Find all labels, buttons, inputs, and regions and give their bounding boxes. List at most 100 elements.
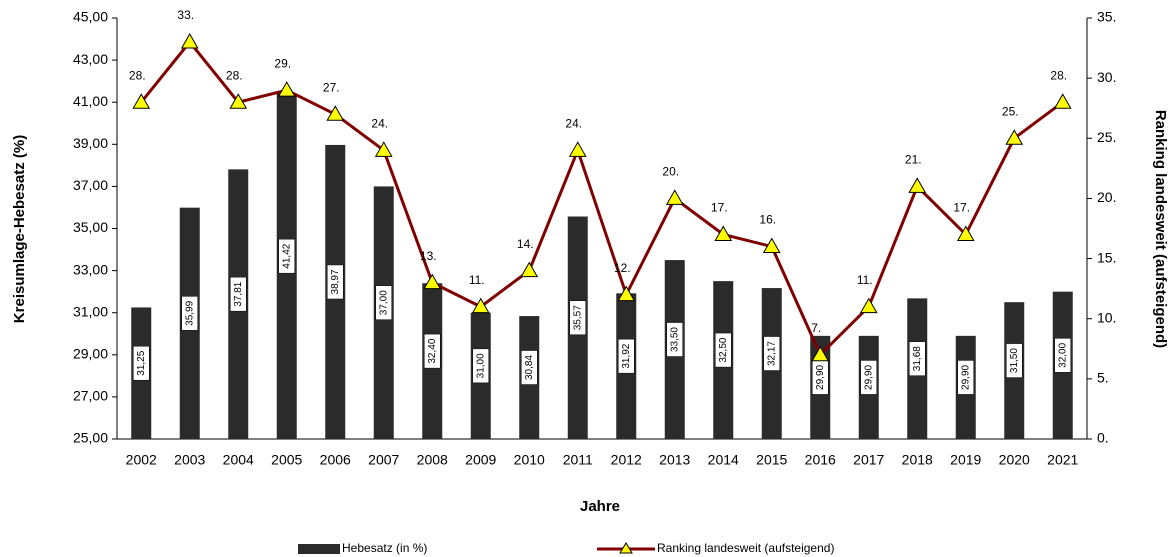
value-label: 31,92 [621, 343, 632, 368]
value-label: 33,50 [669, 327, 680, 352]
value-label: 12. [614, 261, 631, 275]
x-tick-label: 2016 [805, 452, 836, 468]
marker [762, 237, 781, 254]
y-tick-label: 39,00 [73, 135, 108, 151]
value-label: 24. [371, 116, 388, 130]
value-label: 32,00 [1057, 342, 1068, 367]
y-tick-label: 33,00 [73, 261, 108, 277]
value-label-box [230, 276, 247, 312]
value-label: 17. [711, 201, 728, 215]
value-label-box [957, 360, 974, 395]
x-tick-label: 2011 [563, 452, 593, 468]
value-label: 11. [857, 273, 873, 287]
value-label: 17. [953, 201, 970, 215]
value-label-box [521, 350, 538, 385]
value-label: 30,84 [524, 355, 535, 380]
marker [277, 81, 296, 97]
value-label: 31,68 [912, 346, 923, 371]
marker [568, 141, 587, 157]
value-label: 7. [811, 321, 821, 335]
value-label: 32,17 [766, 341, 777, 366]
value-label: 35,57 [572, 305, 583, 330]
y-tick-label: 41,00 [73, 93, 108, 109]
x-tick-label: 2020 [999, 452, 1030, 468]
marker [1005, 129, 1024, 145]
value-label: 24. [565, 116, 582, 130]
y-tick-label: 31,00 [73, 303, 108, 319]
value-label: 38,97 [330, 269, 341, 294]
marker [374, 141, 393, 157]
value-label: 29,90 [815, 364, 826, 389]
legend-swatch [298, 544, 340, 554]
marker [326, 105, 345, 121]
y2-tick-label: 0. [1097, 430, 1109, 446]
y-tick-label: 25,00 [73, 430, 108, 446]
value-label: 37,00 [378, 290, 389, 315]
marker [423, 273, 442, 290]
value-label: 32,40 [427, 338, 438, 363]
value-label: 31,25 [136, 350, 147, 375]
y2-tick-label: 15. [1097, 249, 1116, 265]
value-label-box [666, 322, 683, 357]
x-tick-label: 2009 [465, 452, 496, 468]
value-label-box [569, 300, 586, 336]
value-label-box [327, 264, 344, 300]
marker [859, 297, 878, 314]
value-label-box [424, 333, 441, 369]
y-tick-label: 27,00 [73, 388, 108, 404]
x-tick-label: 2012 [611, 452, 642, 468]
x-tick-label: 2017 [853, 452, 884, 468]
y2-tick-label: 35. [1097, 9, 1116, 25]
y-tick-label: 43,00 [73, 51, 108, 67]
value-label: 28. [1050, 68, 1067, 82]
legend-label: Hebesatz (in %) [342, 541, 427, 555]
value-label-box [181, 296, 198, 331]
value-label: 29,90 [863, 364, 874, 389]
x-tick-label: 2014 [708, 452, 739, 468]
value-label: 29,90 [960, 364, 971, 389]
x-tick-label: 2010 [514, 452, 545, 468]
y-tick-label: 35,00 [73, 219, 108, 235]
marker [811, 345, 830, 362]
value-label: 33. [177, 8, 194, 22]
marker [180, 33, 199, 49]
x-tick-label: 2005 [271, 452, 302, 468]
value-label: 28. [129, 68, 146, 82]
marker [908, 177, 927, 193]
x-tick-label: 2007 [368, 452, 399, 468]
value-label: 21. [905, 153, 922, 167]
value-label: 35,99 [184, 300, 195, 325]
y2-tick-label: 25. [1097, 129, 1116, 145]
value-label: 27. [323, 80, 340, 94]
value-label: 16. [759, 213, 776, 227]
value-label: 31,00 [475, 353, 486, 378]
marker [471, 297, 490, 314]
x-tick-label: 2021 [1047, 452, 1078, 468]
y2-tick-label: 5. [1097, 370, 1109, 386]
line [140, 39, 1064, 358]
y-tick-label: 37,00 [73, 177, 108, 193]
marker [617, 285, 636, 302]
value-label-box [715, 332, 732, 368]
value-label: 31,50 [1009, 348, 1020, 373]
marker [1053, 93, 1072, 109]
y2-axis-title: Ranking landesweit (aufsteigend) [1152, 110, 1169, 348]
value-label: 41,42 [281, 243, 292, 268]
value-label: 29. [274, 56, 291, 70]
x-tick-label: 2002 [126, 452, 157, 468]
legend-label: Ranking landesweit (aufsteigend) [657, 541, 834, 555]
x-tick-label: 2015 [756, 452, 787, 468]
value-label: 14. [517, 237, 534, 251]
marker [956, 225, 975, 242]
x-tick-label: 2004 [223, 452, 254, 468]
x-tick-label: 2003 [174, 452, 205, 468]
value-label: 28. [226, 68, 243, 82]
value-label-box [618, 338, 635, 374]
value-label-box [1054, 338, 1071, 373]
x-tick-label: 2006 [320, 452, 351, 468]
value-label: 25. [1002, 104, 1019, 118]
marker [520, 261, 539, 278]
x-tick-label: 2018 [902, 452, 933, 468]
x-tick-label: 2013 [659, 452, 690, 468]
value-label-box [860, 360, 877, 395]
